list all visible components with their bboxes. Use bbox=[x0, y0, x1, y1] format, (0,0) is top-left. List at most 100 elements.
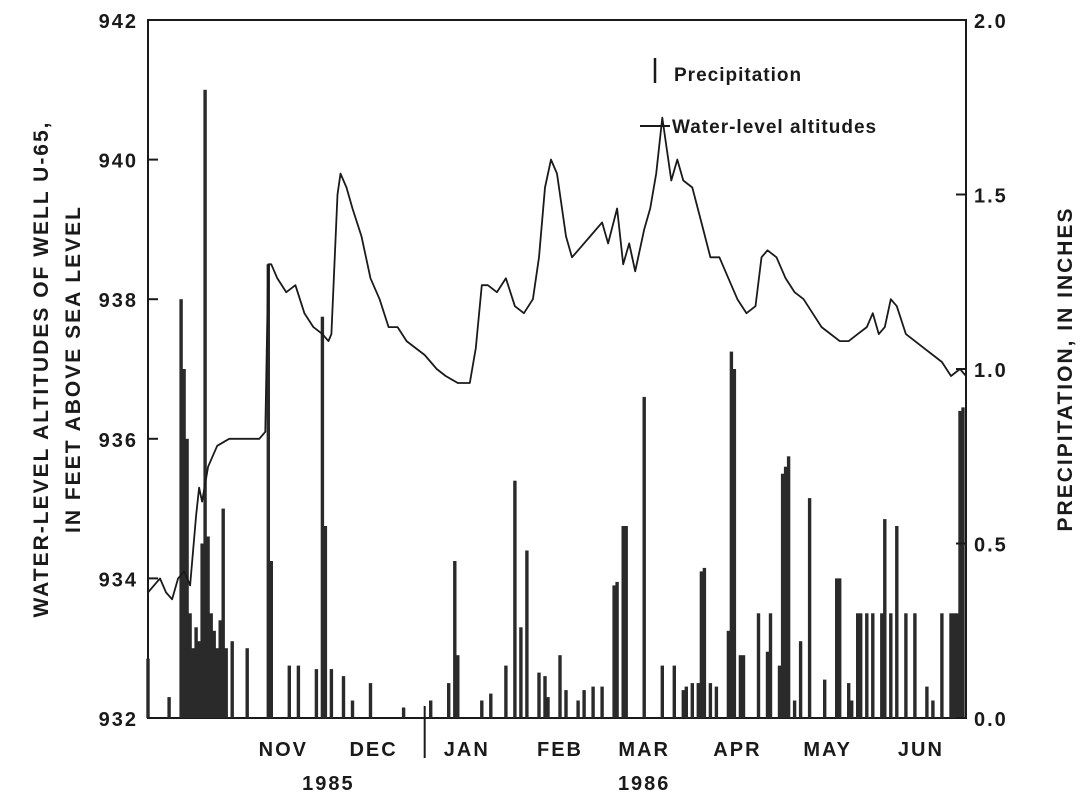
precipitation-bar bbox=[546, 697, 550, 718]
precipitation-bar bbox=[913, 613, 917, 718]
precipitation-bar bbox=[889, 613, 893, 718]
precipitation-bar bbox=[726, 630, 731, 719]
precipitation-bar bbox=[429, 700, 433, 718]
precipitation-bar bbox=[681, 690, 685, 718]
precipitation-bar bbox=[314, 669, 319, 718]
precipitation-bar bbox=[182, 369, 186, 718]
precipitation-bar bbox=[714, 686, 719, 718]
precipitation-bar bbox=[296, 665, 301, 718]
month-label: APR bbox=[713, 739, 761, 761]
left-tick-label: 936 bbox=[99, 430, 138, 452]
precipitation-bar bbox=[447, 683, 451, 718]
precipitation-bar bbox=[401, 707, 406, 718]
precipitation-bar bbox=[838, 578, 842, 718]
left-axis-title-line2: IN FEET ABOVE SEA LEVEL bbox=[62, 205, 85, 533]
left-tick-label: 942 bbox=[99, 11, 138, 33]
left-axis-ticks: 932 934 936 938 940 942 bbox=[99, 11, 158, 731]
month-label: DEC bbox=[349, 739, 397, 761]
precipitation-bar bbox=[741, 655, 746, 718]
precipitation-bar bbox=[768, 613, 773, 718]
precipitation-bar bbox=[702, 567, 707, 718]
precipitation-bar bbox=[206, 536, 210, 718]
precipitation-bar bbox=[519, 627, 523, 718]
month-label: MAR bbox=[618, 739, 670, 761]
precipitation-bar bbox=[895, 526, 899, 718]
precipitation-bar bbox=[904, 613, 908, 718]
precipitation-bar bbox=[194, 627, 198, 718]
precipitation-bar bbox=[197, 641, 201, 718]
precipitation-bar bbox=[612, 585, 616, 718]
left-axis-title-line1: WATER-LEVEL ALTITUDES OF WELL U-65, bbox=[30, 120, 53, 617]
precipitation-bar bbox=[684, 686, 688, 718]
precipitation-bar bbox=[200, 543, 204, 718]
precipitation-bar bbox=[323, 526, 328, 718]
precipitation-bar bbox=[696, 683, 700, 718]
precipitation-bar bbox=[823, 679, 827, 718]
month-label: JAN bbox=[444, 739, 490, 761]
precipitation-bar bbox=[783, 466, 788, 718]
precipitation-bar bbox=[865, 613, 869, 718]
precipitation-bar bbox=[690, 683, 694, 718]
right-tick-label: 1.0 bbox=[974, 360, 1008, 382]
precipitation-bar bbox=[798, 641, 803, 718]
precipitation-bar bbox=[621, 526, 625, 718]
year-label: 1986 bbox=[618, 773, 671, 795]
precipitation-bar bbox=[341, 676, 346, 718]
precipitation-bar bbox=[961, 407, 965, 718]
precipitation-bar bbox=[456, 655, 460, 718]
precipitation-bar bbox=[883, 519, 887, 718]
precipitation-bar bbox=[245, 648, 249, 718]
precipitation-bar bbox=[269, 561, 273, 718]
precipitation-bar bbox=[591, 686, 595, 718]
precipitation-bar bbox=[859, 613, 863, 718]
right-axis-ticks: 0.0 0.5 1.0 1.5 2.0 bbox=[956, 11, 1008, 731]
left-tick-label: 940 bbox=[99, 151, 138, 173]
precipitation-bar bbox=[453, 561, 457, 718]
left-tick-label: 938 bbox=[99, 290, 138, 312]
precipitation-bar bbox=[209, 613, 213, 718]
precipitation-bar bbox=[955, 613, 959, 718]
precipitation-bar bbox=[504, 665, 508, 718]
right-tick-label: 1.5 bbox=[974, 186, 1008, 208]
precipitation-bar bbox=[167, 697, 171, 718]
precipitation-bar bbox=[940, 613, 944, 718]
precipitation-bar bbox=[543, 676, 547, 718]
precipitation-bar bbox=[952, 613, 956, 718]
precipitation-bar bbox=[931, 700, 935, 718]
precipitation-bar bbox=[871, 613, 875, 718]
year-label: 1985 bbox=[302, 773, 355, 795]
precipitation-bar bbox=[146, 658, 150, 718]
x-axis-labels: NOV DEC JAN FEB MAR APR MAY JUN 1985 1986 bbox=[259, 706, 942, 795]
precipitation-bar bbox=[212, 630, 216, 719]
precipitation-bar bbox=[624, 526, 628, 718]
month-label: MAY bbox=[803, 739, 852, 761]
precipitation-bar bbox=[660, 665, 664, 718]
precipitation-bar bbox=[368, 683, 373, 718]
precipitation-bar bbox=[230, 641, 234, 718]
left-axis-title: WATER-LEVEL ALTITUDES OF WELL U-65, IN F… bbox=[30, 120, 85, 617]
precipitation-bar bbox=[835, 578, 839, 718]
precipitation-bar bbox=[215, 648, 219, 718]
precipitation-bar bbox=[480, 700, 484, 718]
precipitation-bar bbox=[489, 693, 493, 718]
precipitation-bar bbox=[525, 550, 529, 718]
precipitation-bar bbox=[856, 613, 860, 718]
right-axis-title-text: PRECIPITATION, IN INCHES bbox=[1054, 207, 1077, 532]
precipitation-bar bbox=[179, 299, 183, 718]
right-tick-label: 0.0 bbox=[974, 709, 1008, 731]
precipitation-bar bbox=[765, 651, 770, 718]
right-tick-label: 0.5 bbox=[974, 535, 1008, 557]
precipitation-bar bbox=[600, 686, 604, 718]
precipitation-bar bbox=[949, 613, 953, 718]
precipitation-bar bbox=[188, 613, 192, 718]
legend-water-label: Water-level altitudes bbox=[672, 117, 877, 138]
precipitation-bar bbox=[925, 686, 929, 718]
precipitation-bar bbox=[738, 655, 743, 718]
precipitation-bar bbox=[958, 410, 962, 718]
month-label: NOV bbox=[259, 739, 308, 761]
precipitation-bar bbox=[582, 690, 586, 718]
precipitation-bar bbox=[850, 700, 854, 718]
precipitation-bar bbox=[756, 613, 761, 718]
precipitation-bar bbox=[513, 480, 517, 718]
